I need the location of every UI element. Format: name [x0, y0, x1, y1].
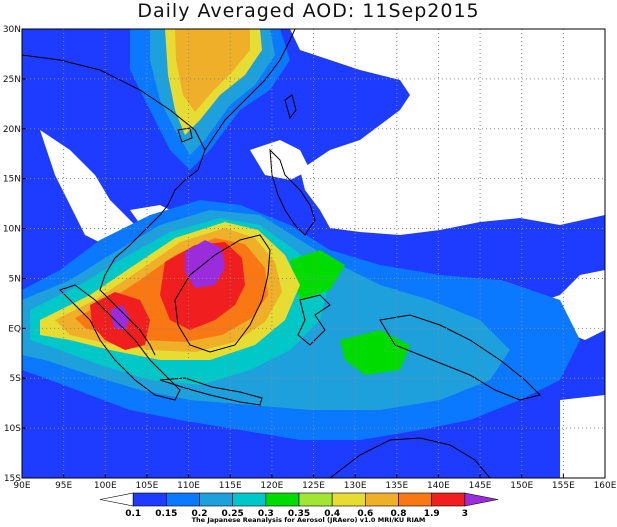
colorbar-swatch [431, 492, 466, 507]
coastline-mainland [22, 54, 206, 356]
aod-band-green [290, 250, 345, 300]
colorbar-label: 0.2 [192, 509, 208, 519]
x-tick-label: 135E [385, 481, 408, 491]
map-title: Daily Averaged AOD: 11Sep2015 [137, 0, 480, 22]
colorbar-swatch [199, 492, 233, 507]
x-tick-label: 110E [177, 481, 200, 491]
x-tick-label: 160E [594, 481, 617, 491]
y-tick-label: 30N [3, 25, 21, 35]
x-tick-label: 95E [55, 481, 72, 491]
colorbar-label: 0.1 [125, 509, 141, 519]
colorbar-swatch [365, 492, 399, 507]
y-tick-label: 10N [3, 225, 21, 235]
coastline-sulawesi [297, 294, 331, 346]
x-tick-label: 145E [469, 481, 492, 491]
x-tick-label: 155E [552, 481, 575, 491]
colorbar-label: 3 [462, 509, 468, 519]
coastline-south-china [204, 29, 296, 151]
coastline-new-guinea [379, 314, 541, 401]
x-tick-label: 140E [427, 481, 450, 491]
y-tick-label: 5S [10, 374, 22, 384]
colorbar-swatch [265, 492, 300, 507]
colorbar-swatch [398, 492, 432, 507]
x-tick-label: 150E [510, 481, 533, 491]
colorbar-label: 0.8 [391, 509, 407, 519]
x-tick-label: 90E [13, 481, 30, 491]
x-tick-label: 130E [344, 481, 367, 491]
y-tick-label: 10S [4, 424, 21, 434]
y-tick-label: 25N [3, 75, 21, 85]
y-tick-label: 15S [4, 474, 21, 484]
clean-region-southeast [560, 395, 605, 478]
colorbar-label: 0.35 [288, 509, 310, 519]
colorbar-label: 0.25 [222, 509, 244, 519]
coastline-philippines [269, 148, 316, 236]
aod-band-orange-north [175, 29, 250, 112]
y-tick-label: 15N [3, 175, 21, 185]
colorbar: 0.1 0.15 0.2 0.25 0.3 0.35 0.4 0.6 0.8 1.9 3 [99, 492, 499, 519]
colorbar-label: 0.4 [324, 509, 340, 519]
colorbar-swatch [132, 492, 167, 507]
y-tick-label: 5N [9, 274, 21, 284]
credit-text: The Japanese Reanalysis for Aerosol (JRA… [191, 516, 426, 524]
colorbar-swatch [99, 492, 134, 507]
aod-band-purple-east [185, 240, 225, 288]
coastline-java [159, 377, 263, 406]
aod-band-purple-west [110, 305, 130, 330]
x-tick-label: 105E [135, 481, 158, 491]
colorbar-label: 0.15 [155, 509, 177, 519]
y-tick-label: EQ [8, 324, 21, 334]
clean-region-ne [290, 29, 605, 235]
y-tick-label: 20N [3, 125, 21, 135]
colorbar-swatch [331, 492, 366, 507]
colorbar-label: 0.3 [258, 509, 274, 519]
clean-region-south-china-sea [40, 130, 150, 250]
colorbar-swatch [298, 492, 333, 507]
x-tick-label: 120E [260, 481, 283, 491]
colorbar-swatch [232, 492, 267, 507]
colorbar-label: 0.6 [357, 509, 373, 519]
colorbar-label: 1.9 [424, 509, 440, 519]
x-tick-label: 115E [219, 481, 242, 491]
x-tick-label: 125E [302, 481, 325, 491]
axis-ticks: 90E 95E 100E 105E 110E 115E 120E 125E 130E 135E 14… [3, 25, 617, 491]
colorbar-swatch [464, 492, 499, 507]
gridlines [22, 29, 605, 478]
colorbar-swatch [166, 492, 200, 507]
coastline-taiwan [284, 94, 297, 120]
coastline-borneo [174, 234, 271, 353]
coastline-australia [329, 437, 491, 478]
x-tick-label: 100E [94, 481, 117, 491]
